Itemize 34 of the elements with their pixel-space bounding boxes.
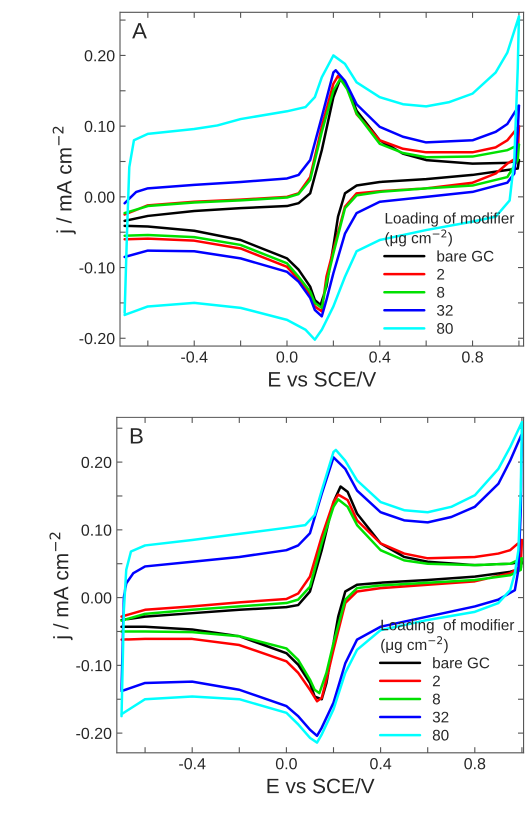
y-tick-label: 0.10 [84,120,115,132]
x-tick-label: 0.8 [464,758,486,770]
y-tick-label: 0.20 [84,50,115,62]
legend-label: 2 [432,676,440,686]
x-tick-label: -0.4 [181,351,208,363]
legend-label: bare GC [433,657,490,668]
y-tick-label: 0.10 [82,524,112,536]
x-tick-label: 0.4 [369,351,390,363]
y-axis-title: j / mA cm$^{−2}$ [49,532,73,640]
x-axis-title: E vs SCE/V [267,778,375,794]
y-tick-label: 0.20 [82,456,112,468]
annotation: B [130,428,143,444]
y-axis-title: j / mA cm$^{−2}$ [52,126,76,234]
legend-label: 8 [437,286,444,298]
x-tick-label: -0.4 [179,758,206,770]
legend-label: 80 [437,323,453,334]
legend-label: bare GC [437,250,494,262]
x-tick-label: 0.0 [276,351,298,363]
x-tick-label: 0.8 [462,351,483,363]
legend-label: 80 [432,730,449,741]
x-axis-title: E vs SCE/V [269,371,376,387]
y-tick-label: 0.00 [82,592,112,604]
legend-label: 8 [432,694,440,704]
y-tick-label: -0.20 [79,332,115,344]
y-tick-label: 0.00 [84,191,115,203]
annotation: A [132,23,147,38]
y-tick-label: -0.20 [76,728,112,740]
legend-label: 32 [432,712,448,723]
x-tick-label: 0.0 [276,758,297,770]
y-tick-label: -0.10 [79,262,115,274]
x-tick-label: 0.4 [370,758,392,770]
legend-label: 32 [436,304,453,316]
y-tick-label: -0.10 [76,660,112,672]
legend-label: 2 [437,268,444,280]
